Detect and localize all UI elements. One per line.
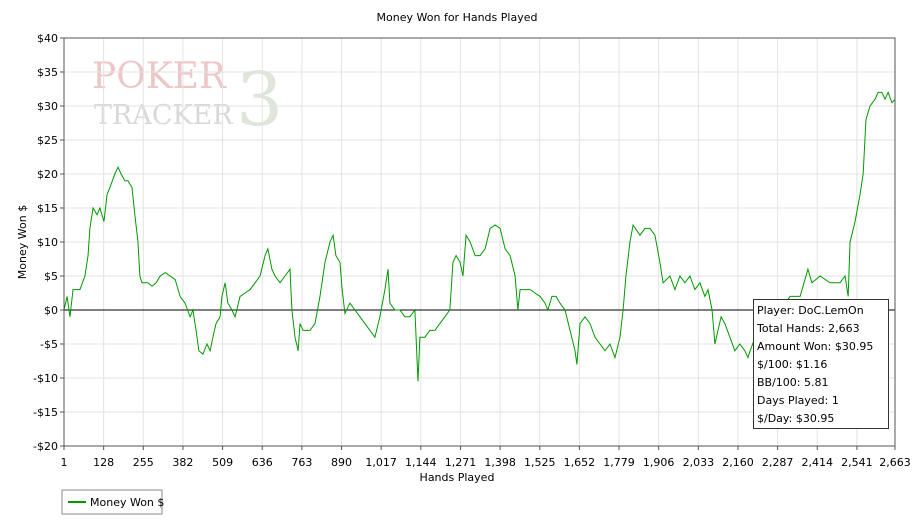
chart-title: Money Won for Hands Played [377, 11, 538, 24]
y-tick-label: -$20 [33, 440, 58, 453]
y-tick-label: $0 [44, 304, 58, 317]
stats-line: BB/100: 5.81 [757, 376, 829, 389]
plot [63, 91, 896, 382]
x-tick-label: 1,017 [365, 456, 397, 469]
x-tick-label: 890 [331, 456, 352, 469]
x-tick-label: 1,525 [524, 456, 556, 469]
legend: Money Won $ [61, 489, 164, 515]
x-tick-label: 763 [291, 456, 312, 469]
watermark: POKER TRACKER 3 [92, 56, 283, 143]
y-tick-label: $25 [37, 134, 58, 147]
x-tick-label: 1,271 [445, 456, 477, 469]
stats-line: Total Hands: 2,663 [757, 322, 860, 335]
y-tick-label: $35 [37, 66, 58, 79]
stats-box: Player: DoC.LemOn Total Hands: 2,663 Amoun… [753, 299, 889, 429]
watermark-mark: 3 [236, 57, 283, 143]
y-tick-label: $20 [37, 168, 58, 181]
plot-border [63, 37, 896, 447]
x-tick-label: 1,652 [564, 456, 596, 469]
y-axis-label: Money Won $ [16, 205, 29, 279]
stats-line: Player: DoC.LemOn [757, 304, 864, 317]
y-tick-label: $10 [37, 236, 58, 249]
x-tick-label: 2,414 [802, 456, 834, 469]
x-tick-label: 382 [172, 456, 193, 469]
y-tick-label: -$5 [40, 338, 58, 351]
x-tick-label: 509 [212, 456, 233, 469]
stats-line: Amount Won: $30.95 [757, 340, 874, 353]
watermark-bottom: TRACKER [94, 100, 233, 131]
x-tick-label: 1 [61, 456, 68, 469]
x-tick-label: 1,398 [484, 456, 516, 469]
y-tick-label: $40 [37, 32, 58, 45]
x-tick-label: 2,663 [879, 456, 911, 469]
watermark-top: POKER [92, 56, 227, 97]
x-tick-label: 128 [93, 456, 114, 469]
x-tick-label: 2,033 [683, 456, 715, 469]
y-tick-label: $5 [44, 270, 58, 283]
legend-label: Money Won $ [90, 496, 164, 509]
x-tick-label: 1,779 [603, 456, 635, 469]
stats-line: Days Played: 1 [757, 394, 839, 407]
x-tick-label: 2,287 [762, 456, 794, 469]
x-tick-label: 636 [252, 456, 273, 469]
stats-line: $/100: $1.16 [757, 358, 828, 371]
x-tick-label: 2,160 [722, 456, 754, 469]
y-tick-label: $15 [37, 202, 58, 215]
x-tick-label: 255 [133, 456, 154, 469]
y-tick-label: -$10 [33, 372, 58, 385]
stats-line: $/Day: $30.95 [757, 412, 835, 425]
x-tick-label: 1,906 [643, 456, 675, 469]
x-tick-label: 1,144 [405, 456, 437, 469]
y-tick-label: $30 [37, 100, 58, 113]
x-axis-label: Hands Played [420, 471, 495, 484]
y-tick-label: -$15 [33, 406, 58, 419]
x-tick-label: 2,541 [841, 456, 873, 469]
data-line [63, 91, 896, 382]
